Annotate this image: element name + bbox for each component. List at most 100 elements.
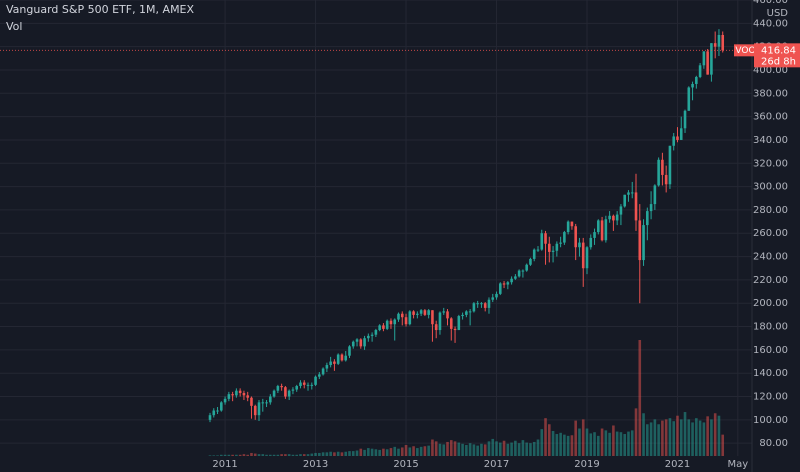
x-tick-label: May: [727, 459, 748, 470]
volume-bar: [642, 413, 645, 456]
y-tick-label: 280.00: [753, 205, 788, 216]
volume-bar: [702, 422, 706, 456]
candle-body: [253, 405, 257, 416]
volume-bar: [287, 454, 291, 456]
candle-body: [378, 325, 381, 331]
volume-bar: [525, 442, 528, 456]
candle-body: [555, 243, 559, 251]
price-label: 416.84: [761, 45, 796, 56]
candle-body: [514, 276, 517, 279]
y-tick-label: 380.00: [753, 88, 788, 99]
candle-body: [242, 393, 246, 396]
volume-bar: [653, 419, 657, 456]
candle-body: [404, 317, 408, 325]
volume-bar: [310, 453, 314, 456]
volume-bar: [563, 434, 566, 456]
candle-body: [713, 43, 717, 47]
candle-body: [438, 312, 442, 331]
candle-body: [344, 355, 348, 361]
volume-bar: [661, 420, 664, 456]
volume-bar: [551, 430, 555, 456]
volume-bar: [498, 442, 502, 456]
volume-bar: [404, 445, 408, 456]
candle-body: [325, 365, 329, 369]
volume-bar: [370, 448, 374, 456]
volume-bar: [314, 452, 317, 456]
symbol-label: VOO: [735, 46, 755, 56]
candle-body: [465, 311, 468, 315]
x-tick-label: 2013: [303, 459, 328, 470]
volume-bar: [400, 447, 404, 456]
x-tick-label: 2019: [574, 459, 599, 470]
volume-bar: [457, 442, 461, 456]
volume-bar: [393, 446, 397, 456]
volume-bar: [634, 408, 638, 456]
volume-bar: [476, 445, 479, 456]
volume-bar: [548, 424, 551, 456]
volume-bar: [619, 432, 623, 456]
volume-bar: [416, 448, 419, 456]
volume-bar: [291, 454, 295, 456]
candle-body: [608, 215, 611, 220]
candle-body: [642, 225, 645, 261]
volume-bar: [280, 454, 283, 456]
volume-bar: [593, 432, 596, 456]
volume-bar: [536, 439, 540, 456]
candle-body: [551, 250, 555, 252]
volume-bar: [212, 455, 216, 456]
candle-body: [619, 206, 623, 215]
candle-body: [630, 192, 634, 194]
x-tick-label: 2015: [393, 459, 418, 470]
volume-bar: [483, 444, 487, 456]
volume-bar: [687, 419, 691, 456]
candle-body: [570, 221, 574, 227]
candle-body: [370, 334, 374, 336]
volume-bar: [261, 454, 265, 456]
candle-body: [687, 87, 691, 111]
candle-body: [612, 215, 615, 221]
volume-bar: [329, 451, 332, 456]
candle-body: [476, 303, 479, 305]
candle-body: [604, 219, 608, 241]
candle-body: [646, 211, 649, 226]
candle-body: [581, 242, 585, 269]
volume-bar: [668, 418, 672, 456]
candle-body: [416, 313, 419, 315]
candle-body: [698, 65, 702, 77]
volume-bar: [363, 449, 366, 456]
candle-body: [212, 410, 216, 416]
candle-body: [299, 382, 302, 387]
candle-body: [672, 136, 676, 146]
candle-body: [321, 368, 325, 375]
candle-body: [548, 243, 551, 252]
volume-bar: [442, 444, 446, 456]
volume-bar: [389, 448, 393, 456]
volume-bar: [434, 441, 438, 456]
volume-bar: [306, 454, 310, 456]
y-tick-label: 220.00: [753, 275, 788, 286]
candle-body: [495, 293, 498, 298]
candle-body: [623, 194, 626, 207]
candle-body: [578, 242, 581, 248]
volume-bar: [269, 454, 272, 456]
volume-bar: [679, 419, 683, 456]
volume-bar: [242, 454, 246, 456]
volume-bar: [506, 443, 510, 456]
volume-bar: [246, 454, 249, 456]
candle-body: [302, 382, 306, 385]
volume-bar: [597, 435, 600, 456]
candle-body: [400, 313, 404, 318]
volume-bar: [374, 449, 378, 456]
price-tag: [754, 43, 800, 68]
candle-body: [246, 395, 249, 398]
volume-bar: [284, 454, 287, 456]
candle-body: [220, 402, 223, 411]
candle-body: [446, 311, 449, 319]
volume-bar: [657, 424, 660, 456]
candle-body: [291, 389, 295, 391]
candle-body: [397, 313, 400, 320]
y-tick-label: 320.00: [753, 158, 788, 169]
candle-body: [679, 128, 683, 140]
y-tick-label: 80.00: [759, 438, 788, 449]
